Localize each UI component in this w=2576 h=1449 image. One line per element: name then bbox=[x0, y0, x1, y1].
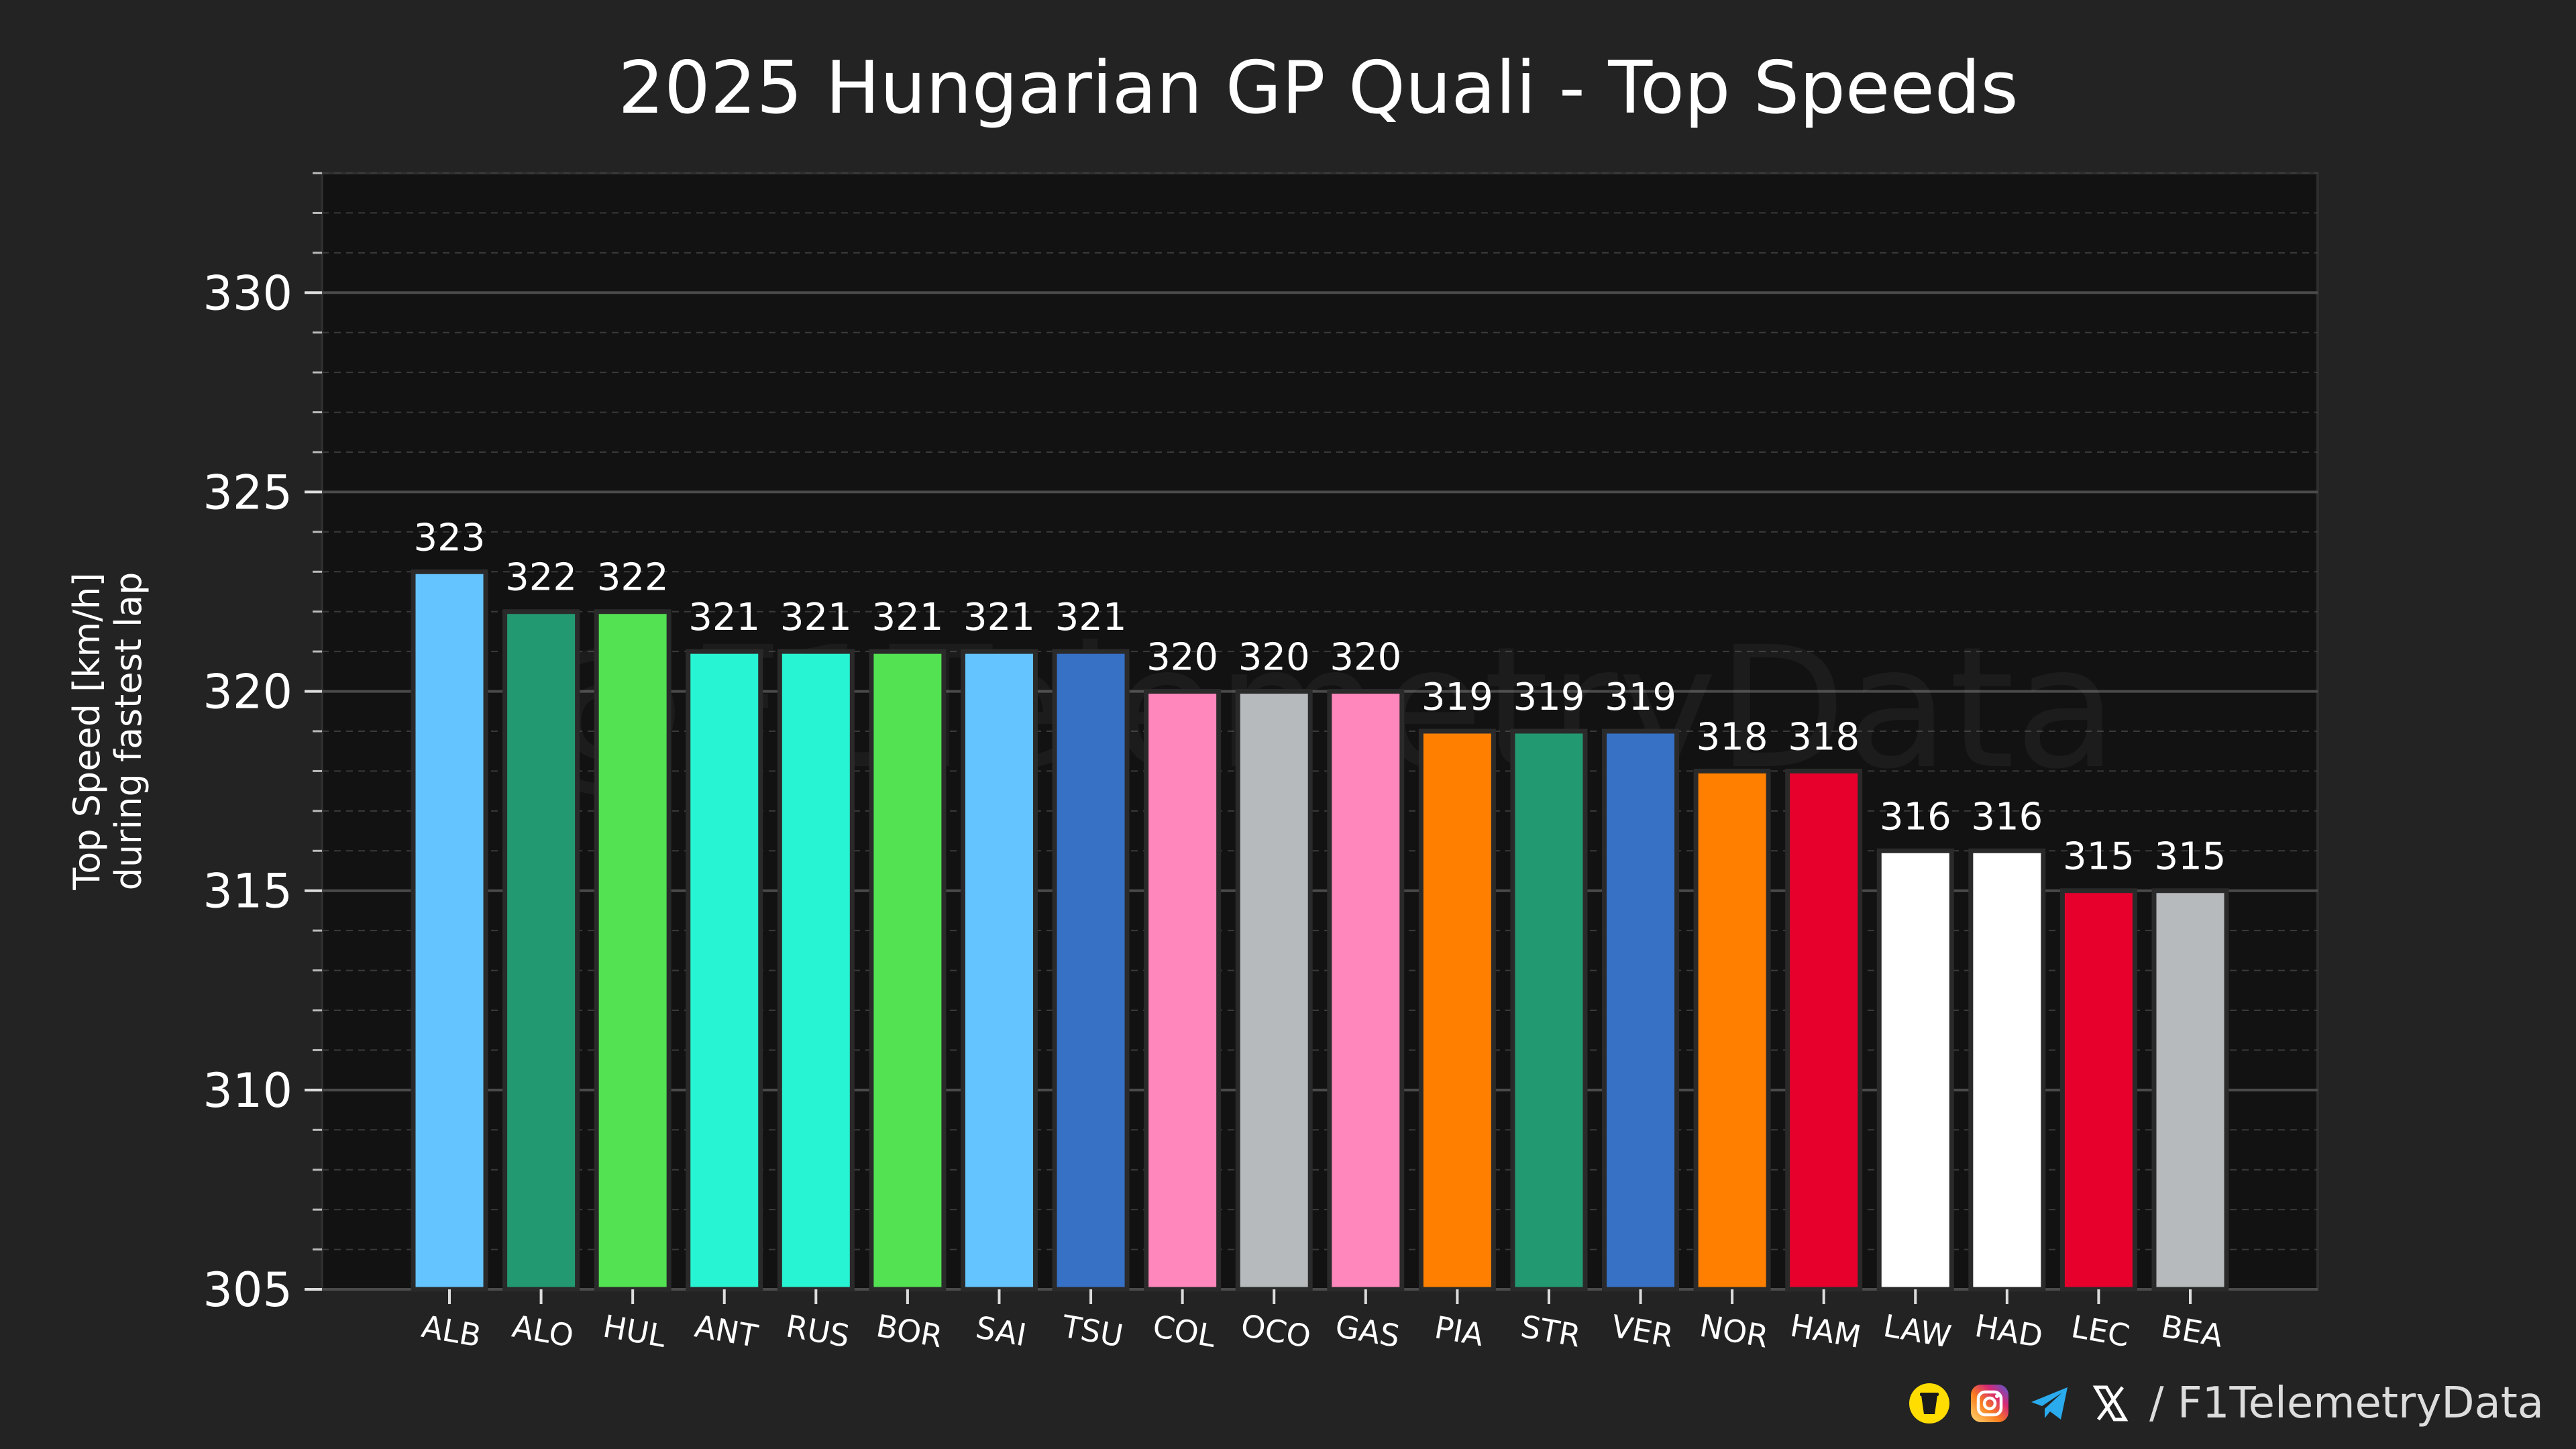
bar-value-label: 318 bbox=[1697, 715, 1768, 759]
x-tick-label: COL bbox=[1150, 1307, 1218, 1354]
bar-hul bbox=[594, 609, 672, 1292]
y-tick-label: 315 bbox=[203, 864, 292, 919]
telegram-icon[interactable] bbox=[2029, 1382, 2072, 1425]
bar-bea bbox=[2151, 888, 2229, 1292]
bar-value-label: 320 bbox=[1146, 636, 1218, 680]
bar-pia bbox=[1418, 729, 1496, 1292]
bar-oco bbox=[1235, 689, 1313, 1292]
bar-ham bbox=[1785, 768, 1863, 1292]
x-tick-label: RUS bbox=[784, 1307, 853, 1354]
x-tick-label: LEC bbox=[2069, 1308, 2133, 1354]
bar-ant bbox=[686, 649, 763, 1292]
footer: / F1TelemetryData bbox=[1908, 1371, 2544, 1436]
bar-value-label: 321 bbox=[871, 596, 943, 639]
bar-value-label: 321 bbox=[688, 596, 760, 639]
x-tick-label: HUL bbox=[600, 1308, 669, 1355]
y-tick-label: 330 bbox=[203, 266, 292, 321]
bar-value-label: 323 bbox=[414, 516, 486, 559]
y-tick-label: 310 bbox=[203, 1063, 292, 1118]
bar-value-label: 321 bbox=[780, 596, 852, 639]
bar-nor bbox=[1693, 768, 1771, 1292]
x-tick-label: VER bbox=[1609, 1308, 1676, 1354]
y-axis-title-line2: during fastest lap bbox=[107, 572, 150, 891]
bar-value-label: 315 bbox=[2155, 835, 2226, 879]
x-tick-label: GAS bbox=[1332, 1307, 1402, 1354]
x-icon[interactable] bbox=[2089, 1382, 2132, 1425]
x-tick-label: ANT bbox=[692, 1307, 761, 1354]
bar-value-label: 320 bbox=[1238, 636, 1310, 680]
bar-value-label: 315 bbox=[2063, 835, 2135, 879]
x-tick-label: STR bbox=[1518, 1308, 1583, 1354]
bar-value-label: 321 bbox=[963, 596, 1035, 639]
y-axis: 305 310 315 320 325 330 bbox=[203, 172, 322, 1318]
x-tick-label: SAI bbox=[973, 1309, 1029, 1353]
x-tick-label: BOR bbox=[873, 1307, 945, 1354]
bar-str bbox=[1510, 729, 1588, 1292]
x-tick-label: ALB bbox=[419, 1308, 484, 1354]
bar-value-label: 318 bbox=[1788, 715, 1860, 759]
x-tick-label: NOR bbox=[1697, 1307, 1771, 1355]
chart-title: 2025 Hungarian GP Quali - Top Speeds bbox=[618, 46, 2018, 130]
x-tick-label: ALO bbox=[510, 1308, 577, 1354]
bar-lec bbox=[2059, 888, 2137, 1292]
x-tick-labels: ALB ALO HUL ANT RUS BOR SAI TSU COL OCO GAS PIA STR V… bbox=[419, 1289, 2226, 1355]
x-tick-label: TSU bbox=[1059, 1308, 1126, 1354]
x-tick-label: OCO bbox=[1238, 1307, 1313, 1355]
bar-value-label: 319 bbox=[1513, 676, 1585, 719]
bar-value-label: 319 bbox=[1605, 676, 1676, 719]
y-axis-title-line1: Top Speed [km/h] bbox=[66, 572, 108, 890]
bar-value-label: 316 bbox=[1880, 795, 1951, 839]
y-tick-label: 325 bbox=[203, 465, 292, 520]
bar-value-label: 321 bbox=[1055, 596, 1127, 639]
x-tick-label: HAD bbox=[1972, 1307, 2045, 1355]
instagram-icon[interactable] bbox=[1968, 1382, 2011, 1425]
bar-ver bbox=[1602, 729, 1680, 1292]
bar-value-label: 322 bbox=[505, 556, 577, 600]
bar-col bbox=[1144, 689, 1222, 1292]
bar-value-label: 319 bbox=[1421, 676, 1493, 719]
y-tick-label: 320 bbox=[203, 665, 292, 720]
bar-had bbox=[1968, 848, 2046, 1292]
x-tick-label: BEA bbox=[2159, 1308, 2226, 1354]
footer-handle[interactable]: / F1TelemetryData bbox=[2149, 1379, 2544, 1428]
bar-value-label: 316 bbox=[1971, 795, 2043, 839]
x-tick-label: LAW bbox=[1881, 1307, 1954, 1355]
bar-rus bbox=[777, 649, 855, 1292]
bar-alo bbox=[502, 609, 580, 1292]
bar-value-label: 320 bbox=[1330, 636, 1401, 680]
y-axis-title: Top Speed [km/h] during fastest lap bbox=[66, 572, 150, 891]
x-tick-label: PIA bbox=[1432, 1309, 1487, 1353]
bar-value-label: 322 bbox=[597, 556, 669, 600]
buymeacoffee-icon[interactable] bbox=[1908, 1382, 1951, 1425]
x-tick-label: HAM bbox=[1788, 1307, 1864, 1355]
bar-gas bbox=[1327, 689, 1405, 1292]
bar-law bbox=[1876, 848, 1954, 1292]
bar-sai bbox=[960, 649, 1038, 1292]
bars: 323 322 322 321 321 321 321 321 320 320 320 319 319 3… bbox=[411, 516, 2229, 1292]
y-tick-label: 305 bbox=[203, 1263, 292, 1318]
bar-tsu bbox=[1052, 649, 1130, 1292]
bar-alb bbox=[411, 569, 488, 1292]
bar-bor bbox=[869, 649, 947, 1292]
